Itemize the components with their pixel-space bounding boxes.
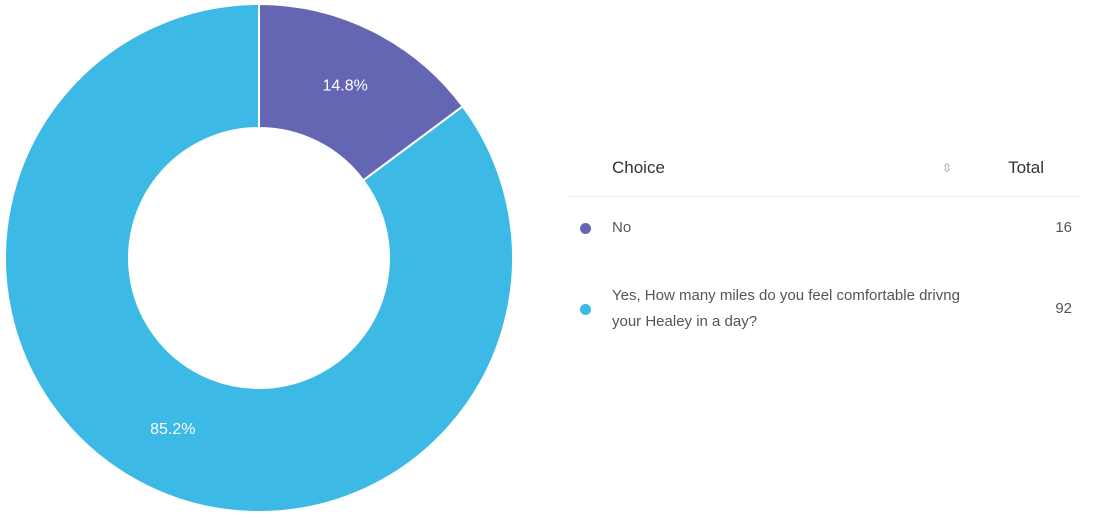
choice-label: Yes, How many miles do you feel comforta… bbox=[612, 287, 960, 330]
column-header-total[interactable]: Total bbox=[992, 140, 1080, 197]
choice-total: 16 bbox=[1055, 219, 1072, 236]
donut-chart: 14.8% 85.2% bbox=[4, 2, 514, 513]
choice-total: 92 bbox=[1055, 300, 1072, 317]
donut-slice[interactable] bbox=[258, 2, 465, 182]
donut-slice[interactable] bbox=[4, 2, 514, 513]
table-row: No 16 bbox=[568, 197, 1080, 260]
table-row: Yes, How many miles do you feel comforta… bbox=[568, 259, 1080, 359]
results-table-container: Choice ⇳ Total No 16 Yes, How bbox=[568, 140, 1080, 359]
legend-dot-icon bbox=[580, 303, 591, 315]
legend-dot-icon bbox=[580, 222, 591, 234]
table-header-row: Choice ⇳ Total bbox=[568, 140, 1080, 197]
results-table: Choice ⇳ Total No 16 Yes, How bbox=[568, 140, 1080, 359]
slice-percent-label: 14.8% bbox=[322, 78, 367, 95]
legend-swatch-cell bbox=[568, 197, 612, 260]
choice-label: No bbox=[612, 219, 632, 236]
sort-icon[interactable]: ⇳ bbox=[942, 140, 992, 197]
header-color-spacer bbox=[568, 140, 612, 197]
column-header-choice[interactable]: Choice bbox=[612, 140, 942, 197]
legend-swatch-cell bbox=[568, 259, 612, 359]
slice-percent-label: 85.2% bbox=[150, 421, 195, 438]
